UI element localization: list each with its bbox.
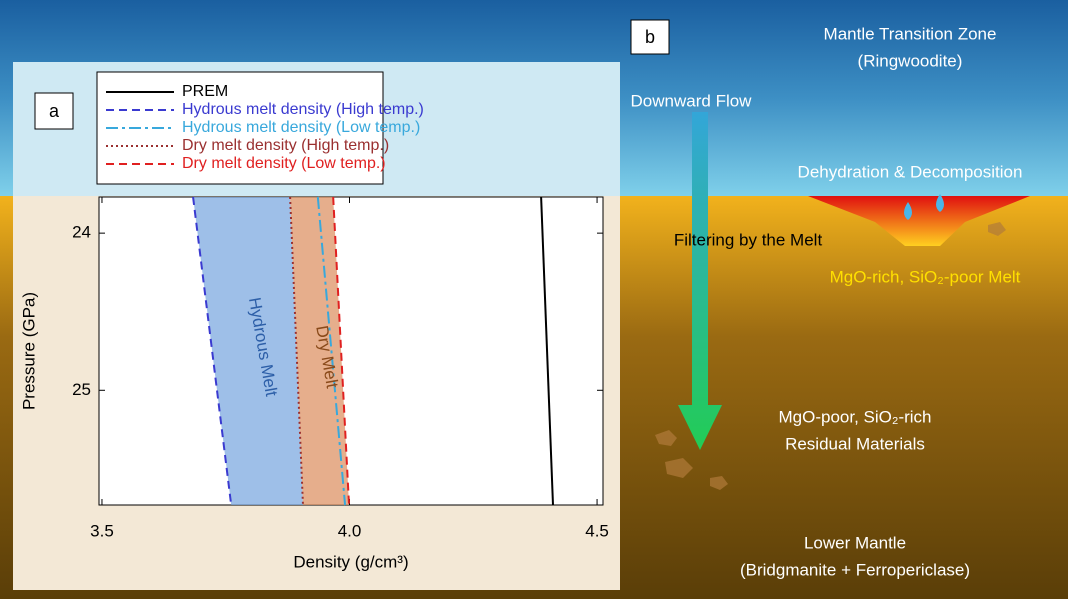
zone-label: (Bridgmanite + Ferropericlase) [740, 560, 970, 579]
legend-label: PREM [182, 83, 228, 100]
melt-label: MgO-rich, SiO₂-poor Melt [830, 267, 1021, 286]
plot-area [99, 197, 603, 505]
y-tick-label: 24 [72, 223, 91, 242]
process-label: Dehydration & Decomposition [798, 162, 1023, 181]
y-axis-label: Pressure (GPa) [19, 292, 38, 410]
x-tick-label: 4.0 [338, 521, 362, 540]
x-tick-label: 4.5 [585, 521, 609, 540]
figure: a Pressure (GPa) Density (g/cm³) b Mantl… [0, 0, 1068, 599]
flow-label: Downward Flow [631, 91, 753, 110]
panel-label: b [645, 27, 655, 47]
y-tick-label: 25 [72, 380, 91, 399]
page: a Pressure (GPa) Density (g/cm³) b Mantl… [0, 0, 1068, 604]
legend-label: Dry melt density (High temp.) [182, 137, 389, 154]
process-label: Filtering by the Melt [674, 230, 823, 249]
panel-label: a [49, 101, 60, 121]
legend-label: Dry melt density (Low temp.) [182, 155, 386, 172]
x-axis-label: Density (g/cm³) [293, 552, 408, 571]
x-tick-label: 3.5 [90, 521, 114, 540]
legend-label: Hydrous melt density (Low temp.) [182, 119, 420, 136]
legend-label: Hydrous melt density (High temp.) [182, 101, 424, 118]
residue-label: Residual Materials [785, 434, 925, 453]
zone-label: Lower Mantle [804, 533, 906, 552]
zone-label: Mantle Transition Zone [824, 24, 997, 43]
zone-label: (Ringwoodite) [858, 51, 963, 70]
residue-label: MgO-poor, SiO₂-rich [778, 407, 931, 426]
